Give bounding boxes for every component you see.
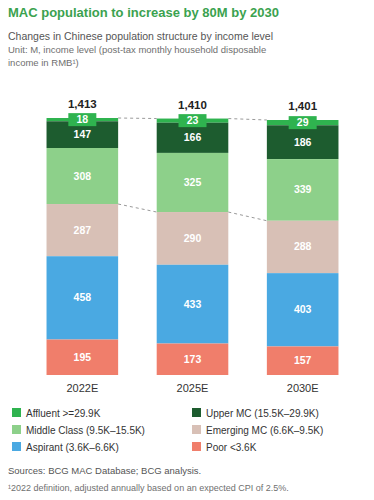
total-label: 1,401: [288, 100, 317, 112]
bar-segment: [157, 265, 229, 344]
legend-swatch: [192, 408, 201, 417]
connector-line: [118, 204, 157, 212]
legend-item: Upper MC (15.5K–29.9K): [192, 408, 319, 419]
series-group: [47, 256, 339, 346]
data-label: 325: [184, 176, 202, 188]
data-label: 290: [184, 232, 202, 244]
bar-segment: [47, 204, 119, 256]
title: MAC population to increase by 80M by 203…: [8, 5, 279, 20]
legend-item: Middle Class (9.5K–15.5K): [12, 425, 145, 436]
data-label: 173: [184, 353, 202, 365]
label-badge: [179, 114, 207, 127]
legend: Affluent >=29.9K Upper MC (15.5K–29.9K) Mi…: [12, 408, 323, 453]
data-label: 147: [74, 128, 92, 140]
bar-segment: [267, 273, 339, 346]
data-label: 308: [74, 170, 92, 182]
tick-label: 2025E: [177, 382, 209, 394]
bar-segment: [267, 346, 339, 375]
series-group: [47, 340, 339, 375]
data-label: 287: [74, 224, 92, 236]
data-label: 166: [184, 131, 202, 143]
background: [0, 0, 374, 500]
axis-line: [31, 375, 356, 376]
legend-label: Upper MC (15.5K–29.9K): [206, 408, 319, 419]
legend-label: Affluent >=29.9K: [26, 408, 101, 419]
data-label: 288: [294, 240, 312, 252]
bar-segment: [157, 212, 229, 265]
data-label: 458: [74, 291, 92, 303]
legend-item: Poor <3.6K: [192, 442, 257, 453]
bar-segment: [267, 125, 339, 159]
data-label: 339: [294, 183, 312, 195]
data-label: 29: [297, 116, 309, 128]
total-label: 1,410: [178, 99, 207, 111]
legend-swatch: [12, 408, 21, 417]
connector-line: [118, 118, 157, 120]
legend-swatch: [12, 425, 21, 434]
data-label: 433: [184, 298, 202, 310]
label-badge: [68, 113, 96, 126]
tick: 2030E: [287, 382, 319, 394]
bar-segment: [157, 153, 229, 212]
subtitle: Changes in Chinese population structure …: [8, 30, 273, 42]
chart-svg: MAC population to increase by 80M by 203…: [0, 0, 374, 500]
data-label: 23: [187, 114, 199, 126]
legend-swatch: [192, 425, 201, 434]
legend-swatch: [192, 442, 201, 451]
data-label: 195: [74, 351, 92, 363]
plot-area: [47, 118, 339, 375]
tick: 2025E: [177, 382, 209, 394]
bar-segment: [267, 159, 339, 221]
total-label: 1,413: [68, 98, 97, 110]
legend-swatch: [12, 442, 21, 451]
tick: 2022E: [66, 382, 98, 394]
footnote: ¹2022 definition, adjusted annually base…: [8, 483, 289, 493]
data-label: 157: [294, 354, 312, 366]
bar-segment: [47, 256, 119, 339]
legend-label: Emerging MC (6.6K–9.5K): [206, 425, 323, 436]
connector-line: [228, 212, 267, 221]
bar-segment: [47, 148, 119, 204]
bar-segment: [157, 123, 229, 153]
legend-item: Affluent >=29.9K: [12, 408, 101, 419]
bar-segment: [47, 340, 119, 375]
chart-container: MAC population to increase by 80M by 203…: [0, 0, 374, 500]
data-label: 186: [294, 136, 312, 148]
x-axis: 2022E 2025E 2030E: [31, 376, 356, 394]
tick-label: 2022E: [66, 382, 98, 394]
subtitle: Unit: M, income level (post-tax monthly …: [8, 44, 266, 55]
source: Sources: BCG MAC Database; BCG analysis.: [8, 465, 201, 476]
connector-line: [228, 119, 267, 120]
legend-label: Poor <3.6K: [206, 442, 257, 453]
subtitle: income in RMB¹): [8, 57, 79, 68]
tick-label: 2030E: [287, 382, 319, 394]
legend-item: Emerging MC (6.6K–9.5K): [192, 425, 323, 436]
legend-label: Aspirant (3.6K–6.6K): [26, 442, 119, 453]
data-label: 403: [294, 303, 312, 315]
label-badge: [289, 116, 317, 129]
bar-segment: [267, 221, 339, 273]
data-label: 18: [76, 113, 88, 125]
connectors: [118, 118, 267, 221]
bar-segment: [157, 344, 229, 375]
legend-item: Aspirant (3.6K–6.6K): [12, 442, 119, 453]
legend-label: Middle Class (9.5K–15.5K): [26, 425, 145, 436]
data-labels: 18 23 29 147 166 186 308 325 339 287 290 288 458 433 4…: [68, 113, 316, 366]
